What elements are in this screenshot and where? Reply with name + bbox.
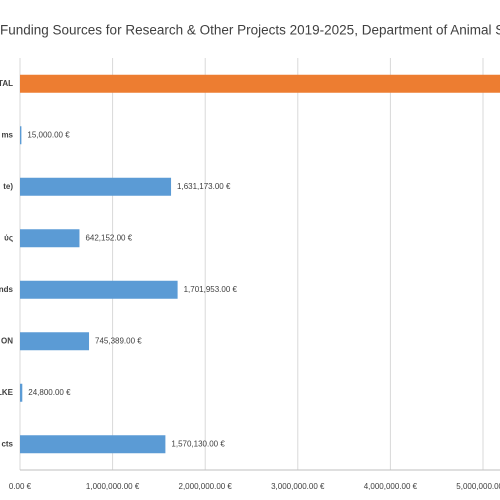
y-tick-label: ms bbox=[1, 130, 13, 139]
y-tick-label: ON bbox=[1, 336, 13, 345]
value-label: 642,152.00 € bbox=[85, 233, 132, 242]
y-tick-label: te) bbox=[3, 182, 13, 191]
x-tick-label: 4,000,000.00 € bbox=[364, 482, 418, 491]
value-label: 1,701,953.00 € bbox=[184, 285, 238, 294]
bar bbox=[20, 126, 22, 145]
y-tick-label: cts bbox=[1, 439, 13, 448]
chart-title: Funding Sources for Research & Other Pro… bbox=[0, 23, 500, 38]
value-label: 15,000.00 € bbox=[27, 130, 70, 139]
bar bbox=[20, 383, 23, 402]
bar bbox=[20, 280, 178, 299]
value-label: 745,389.00 € bbox=[95, 336, 142, 345]
y-tick-label: LKE bbox=[0, 388, 14, 397]
y-tick-label: nds bbox=[0, 285, 14, 294]
x-tick-label: 3,000,000.00 € bbox=[271, 482, 325, 491]
x-tick-label: 1,000,000.00 € bbox=[86, 482, 140, 491]
value-label: 1,570,130.00 € bbox=[171, 439, 225, 448]
y-tick-label: TAL bbox=[0, 79, 13, 88]
x-tick-label: 2,000,000.00 € bbox=[179, 482, 233, 491]
value-label: 24,800.00 € bbox=[28, 388, 71, 397]
bar bbox=[20, 332, 90, 351]
value-label: 1,631,173.00 € bbox=[177, 182, 231, 191]
bar bbox=[20, 229, 80, 248]
x-tick-label: 5,000,000.00 € bbox=[456, 482, 500, 491]
bar bbox=[20, 435, 166, 454]
y-tick-label: ύς bbox=[4, 233, 13, 242]
bar bbox=[20, 177, 172, 196]
bar bbox=[20, 74, 500, 93]
x-tick-label: 0.00 € bbox=[9, 482, 32, 491]
